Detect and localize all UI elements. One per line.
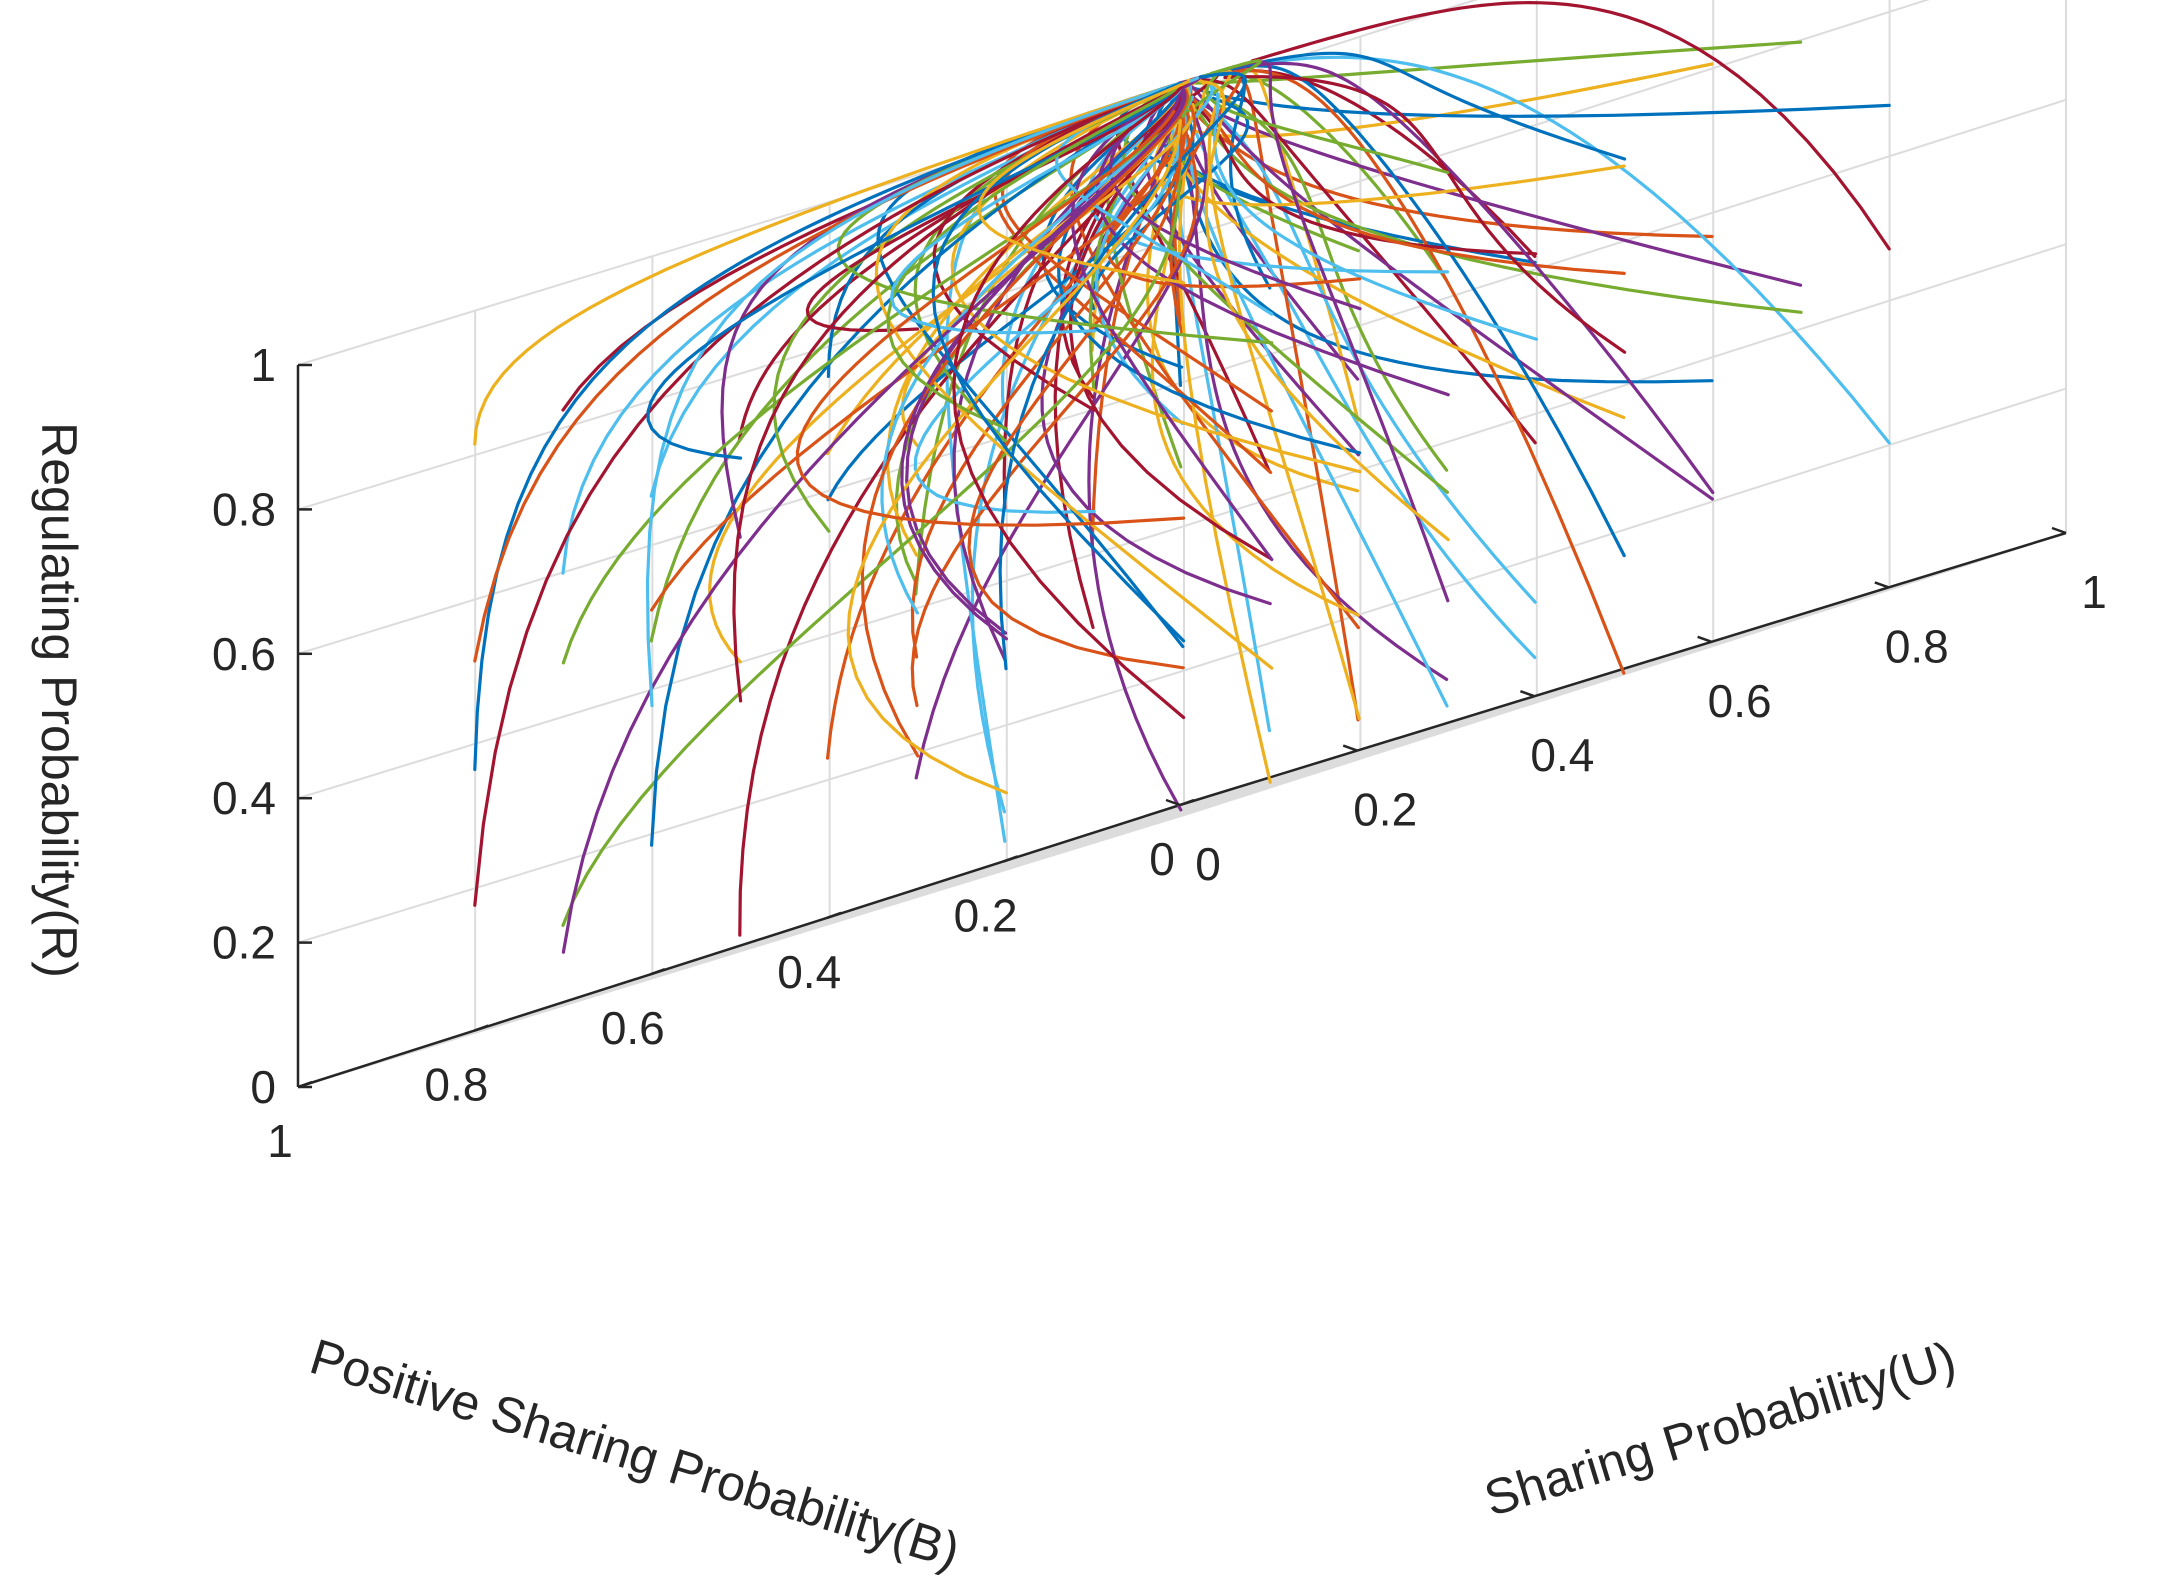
- x-tick-label: 0.8: [424, 1059, 488, 1111]
- x-tick-label: 0: [1149, 833, 1175, 885]
- y-tick: [1342, 744, 1358, 752]
- trajectory-line: [998, 71, 1247, 671]
- trajectory-line: [561, 82, 1180, 575]
- y-tick: [1519, 690, 1535, 698]
- trajectories: [473, 0, 1891, 954]
- trajectory-line: [1200, 80, 1450, 542]
- grid-line: [297, 236, 1185, 511]
- y-tick: [1165, 798, 1181, 807]
- z-tick-label: 0.2: [212, 917, 276, 969]
- z-tick-label: 0.4: [212, 772, 276, 824]
- trajectory-line: [914, 103, 1208, 780]
- trajectory-line: [1223, 75, 1627, 354]
- trajectory-line: [1089, 96, 1250, 311]
- trajectory-line: [795, 109, 1186, 527]
- trajectory-line: [977, 79, 1191, 285]
- grid-line: [297, 669, 1185, 944]
- y-axis-label: Sharing Probability(U): [1478, 1330, 1962, 1527]
- y-tick-label: 0.4: [1530, 729, 1594, 781]
- x-axis-label: Positive Sharing Probability(B): [304, 1328, 966, 1575]
- y-tick-label: 0.8: [1885, 620, 1949, 672]
- tick-labels: 00.20.40.60.8100.20.40.60.8100.20.40.60.…: [212, 339, 2107, 1167]
- x-tick: [650, 968, 666, 976]
- x-tick: [473, 1024, 489, 1032]
- x-tick-label: 1: [267, 1115, 293, 1167]
- trajectory-line: [1250, 0, 1891, 251]
- x-tick: [297, 1080, 313, 1089]
- y-tick-label: 0: [1195, 838, 1221, 890]
- z-axis-label: Regulating Probability(R): [31, 422, 87, 978]
- z-tick-label: 0.6: [212, 628, 276, 680]
- x-tick-label: 0.4: [777, 946, 841, 998]
- y-tick-label: 0.2: [1353, 784, 1417, 836]
- x-tick: [1179, 798, 1195, 807]
- trajectory-line: [1224, 98, 1449, 472]
- y-tick: [2051, 526, 2067, 535]
- x-tick: [826, 911, 842, 919]
- y-tick: [1697, 635, 1713, 643]
- trajectory-line: [900, 88, 1187, 641]
- z-tick-label: 0.8: [212, 483, 276, 535]
- trajectory-line: [561, 163, 1182, 927]
- z-tick-label: 0: [250, 1061, 276, 1113]
- z-tick-label: 1: [250, 339, 276, 391]
- trajectory-line: [1208, 105, 1537, 604]
- grid-line: [297, 814, 1185, 1088]
- grid-line: [1183, 243, 2067, 528]
- trajectory-line: [1184, 80, 1449, 708]
- trajectory-line: [1212, 61, 1715, 495]
- grid-line: [1006, 586, 1890, 871]
- trajectory-line: [967, 114, 1185, 670]
- y-tick: [1874, 581, 1890, 589]
- trajectory-line: [913, 130, 1182, 514]
- trajectory-line: [1184, 148, 1449, 681]
- y-tick-label: 1: [2081, 566, 2107, 618]
- grid-line: [1183, 0, 1479, 94]
- y-tick-label: 0.6: [1708, 675, 1772, 727]
- trajectory-line: [910, 134, 1199, 708]
- tick-marks: [297, 363, 2067, 1089]
- x-tick-label: 0.6: [601, 1002, 665, 1054]
- trajectory-line: [1191, 78, 1537, 445]
- x-tick: [1003, 855, 1019, 863]
- x-axis-line: [297, 803, 1181, 1089]
- x-tick-label: 0.2: [954, 889, 1018, 941]
- trajectory-line: [860, 88, 1189, 758]
